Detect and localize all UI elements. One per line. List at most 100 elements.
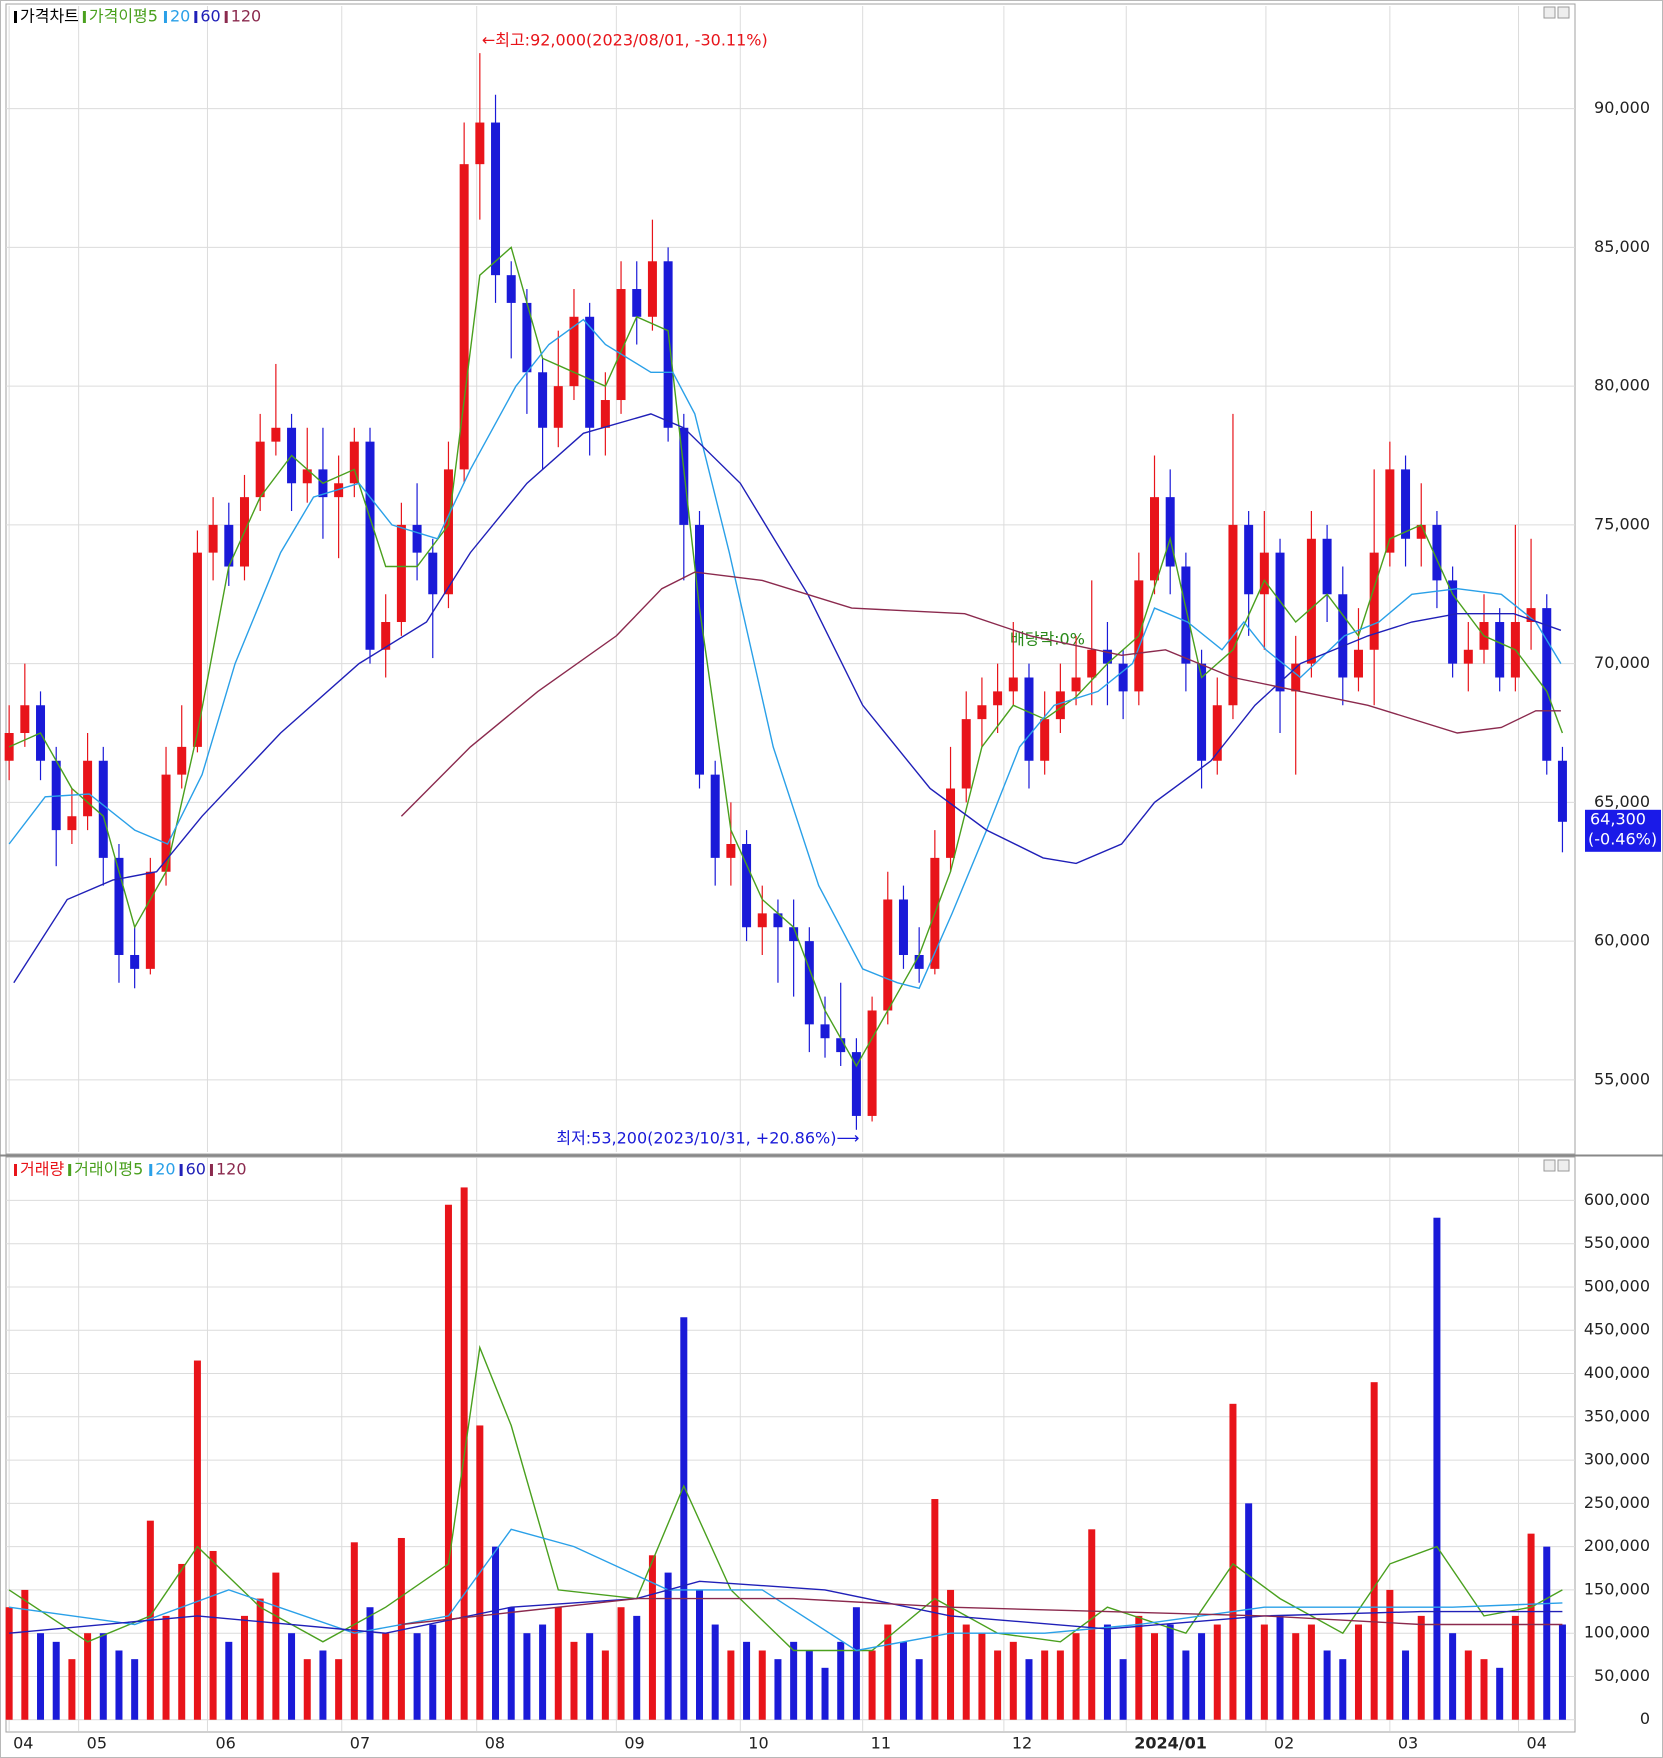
legend-label: 20 <box>155 1160 175 1179</box>
volume-bar <box>1480 1659 1488 1720</box>
candle-body <box>632 289 642 317</box>
candle-body <box>475 122 485 165</box>
legend-swatch <box>209 1164 213 1176</box>
volume-bar <box>648 1555 656 1720</box>
candle-body <box>459 164 469 470</box>
ma-line <box>8 1344 1563 1652</box>
y-tick-label: 200,000 <box>1584 1536 1650 1555</box>
volume-bar <box>397 1537 405 1720</box>
volume-bar <box>162 1615 170 1720</box>
y-tick-label: 500,000 <box>1584 1276 1650 1295</box>
volume-bar <box>931 1499 939 1720</box>
volume-bar <box>633 1615 641 1720</box>
x-tick-label: 08 <box>485 1734 505 1753</box>
candle-body <box>679 427 689 525</box>
volume-bar <box>1056 1650 1064 1720</box>
legend-label: 20 <box>170 7 190 26</box>
candle-body <box>412 524 422 553</box>
candle-body <box>271 427 281 442</box>
candle-body <box>836 1038 846 1053</box>
window-button[interactable] <box>1557 6 1570 19</box>
volume-bar <box>1166 1624 1174 1720</box>
candle-body <box>804 941 814 1025</box>
y-tick-label: 600,000 <box>1584 1190 1650 1209</box>
window-button[interactable] <box>1557 1159 1570 1172</box>
volume-bar <box>695 1589 703 1720</box>
candle-body <box>993 691 1003 706</box>
volume-bar <box>1213 1624 1221 1720</box>
volume-bar <box>240 1615 248 1720</box>
candle-body <box>67 816 77 831</box>
legend-label: 5 <box>148 7 158 26</box>
candle-body <box>538 372 548 428</box>
candle-body <box>1526 608 1536 623</box>
x-tick-label: 10 <box>748 1734 768 1753</box>
candle-body <box>1448 580 1458 664</box>
ma-line <box>9 1580 1563 1634</box>
candle-body <box>710 774 720 858</box>
ma-line <box>401 1597 1563 1626</box>
window-button[interactable] <box>1543 6 1556 19</box>
y-tick-label: 65,000 <box>1594 792 1650 811</box>
volume-bar <box>209 1550 217 1720</box>
volume-bar <box>1339 1659 1347 1720</box>
volume-bar <box>884 1624 892 1720</box>
volume-bar <box>84 1633 92 1720</box>
candle-body <box>1275 552 1285 692</box>
y-tick-label: 300,000 <box>1584 1450 1650 1469</box>
candle-body <box>616 289 626 401</box>
candle-body <box>443 469 453 595</box>
candle-body <box>1401 469 1411 539</box>
legend-label: 60 <box>186 1160 206 1179</box>
volume-bar <box>131 1659 139 1720</box>
y-tick-label: 60,000 <box>1594 931 1650 950</box>
last-change-label: (-0.46%) <box>1588 829 1657 848</box>
y-tick-label: 85,000 <box>1594 237 1650 256</box>
volume-bar <box>947 1589 955 1720</box>
window-button[interactable] <box>1543 1159 1556 1172</box>
volume-bar <box>1151 1633 1159 1720</box>
volume-bar <box>1260 1624 1268 1720</box>
volume-bar <box>5 1607 13 1720</box>
candle-body <box>694 524 704 775</box>
legend-swatch <box>224 11 228 23</box>
candle-body <box>506 275 516 303</box>
volume-bar <box>743 1641 751 1720</box>
volume-bar <box>52 1641 60 1720</box>
candle-body <box>961 719 971 789</box>
candle-body <box>726 843 736 858</box>
last-price-label: 64,300 <box>1590 809 1646 828</box>
volume-bar <box>1496 1667 1504 1720</box>
volume-bar <box>680 1317 688 1720</box>
legend-swatch <box>82 11 86 23</box>
volume-bar <box>1135 1615 1143 1720</box>
volume-bar <box>821 1667 829 1720</box>
candle-body <box>773 913 783 928</box>
candle-body <box>145 871 155 969</box>
y-tick-label: 150,000 <box>1584 1579 1650 1598</box>
volume-bar <box>303 1659 311 1720</box>
volume-bar <box>570 1641 578 1720</box>
volume-bar <box>1527 1533 1535 1720</box>
x-tick-label: 11 <box>871 1734 891 1753</box>
y-tick-label: 90,000 <box>1594 98 1650 117</box>
y-tick-label: 50,000 <box>1594 1666 1650 1685</box>
candle-body <box>1024 677 1034 761</box>
volume-bar <box>1245 1503 1253 1720</box>
candle-body <box>898 899 908 955</box>
ma-line <box>13 413 1562 984</box>
volume-bar <box>539 1624 547 1720</box>
candle-body <box>585 316 595 428</box>
volume-bar <box>1323 1650 1331 1720</box>
candle-body <box>647 261 657 317</box>
volume-bar <box>1229 1403 1237 1720</box>
candle-body <box>1071 677 1081 692</box>
volume-bar <box>1292 1633 1300 1720</box>
candle-body <box>365 441 375 650</box>
volume-bar <box>899 1641 907 1720</box>
candle-body <box>1197 663 1207 761</box>
candle-body <box>946 788 956 858</box>
candle-body <box>1385 469 1395 553</box>
candle-body <box>224 524 234 567</box>
